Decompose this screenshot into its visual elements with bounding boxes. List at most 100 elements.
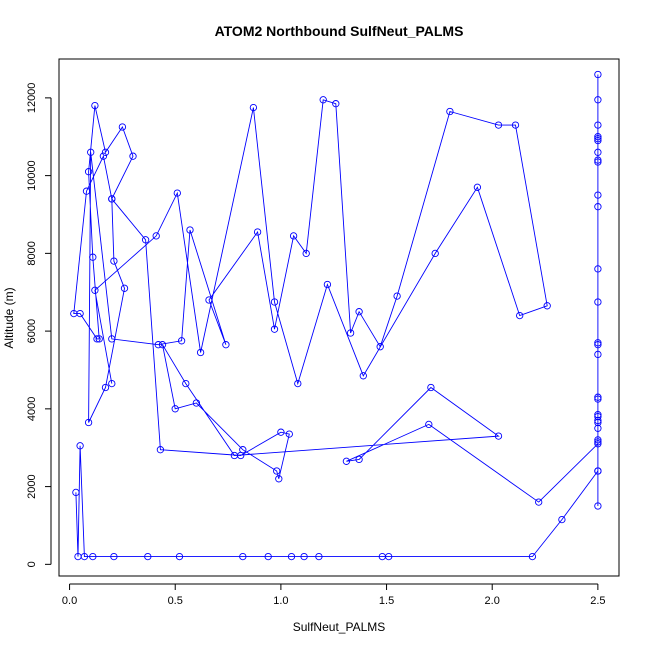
data-point xyxy=(594,416,602,425)
data-point xyxy=(594,424,602,432)
data-point xyxy=(110,257,118,265)
data-point xyxy=(270,298,279,306)
data-point xyxy=(80,552,89,561)
data-point xyxy=(237,451,245,460)
data-point xyxy=(91,286,99,294)
data-point xyxy=(72,488,80,497)
data-point xyxy=(385,552,393,561)
y-tick-label: 4000 xyxy=(26,397,38,421)
data-point xyxy=(594,502,602,510)
data-point xyxy=(355,308,363,316)
data-point xyxy=(516,311,524,320)
data-point xyxy=(275,475,283,483)
data-point xyxy=(99,152,108,160)
data-point xyxy=(270,325,279,333)
y-axis-label: Altitude (m) xyxy=(2,287,16,348)
data-point xyxy=(594,148,602,156)
data-point xyxy=(84,418,93,427)
data-point xyxy=(264,552,272,561)
data-point xyxy=(87,148,95,156)
data-point xyxy=(594,440,602,448)
data-point xyxy=(594,191,602,199)
x-axis: 0.0 0.5 1.0 1.5 2.0 2.5 xyxy=(62,583,606,607)
data-point xyxy=(101,148,110,156)
data-point xyxy=(253,228,262,236)
data-point xyxy=(511,121,520,129)
data-point xyxy=(249,103,258,112)
data-point xyxy=(342,457,351,465)
data-point xyxy=(93,335,101,343)
data-point xyxy=(120,284,129,292)
data-point xyxy=(558,515,566,524)
y-tick-label: 12000 xyxy=(26,83,38,114)
data-point xyxy=(154,341,162,349)
data-point xyxy=(110,552,118,561)
data-point xyxy=(129,152,137,160)
data-point xyxy=(294,379,302,388)
data-point xyxy=(425,420,433,429)
data-point xyxy=(359,372,367,380)
y-tick-label: 0 xyxy=(26,561,38,567)
data-point xyxy=(171,405,179,413)
data-point xyxy=(323,280,332,289)
data-point xyxy=(84,168,93,176)
data-point xyxy=(101,383,110,392)
data-point xyxy=(273,467,281,475)
data-point xyxy=(594,203,602,211)
data-point xyxy=(118,123,127,131)
plot-frame xyxy=(58,58,620,577)
data-point xyxy=(594,436,602,444)
x-tick-label: 0.5 xyxy=(168,595,183,607)
data-point xyxy=(594,96,602,104)
data-point xyxy=(158,341,167,349)
series-line xyxy=(73,74,599,558)
data-point xyxy=(222,341,230,349)
data-point xyxy=(192,399,201,407)
y-tick-label: 10000 xyxy=(26,160,38,191)
data-point xyxy=(594,418,602,427)
data-point xyxy=(76,442,84,450)
data-point xyxy=(175,552,184,561)
data-point xyxy=(594,135,602,143)
data-point xyxy=(594,339,602,347)
data-point xyxy=(108,195,116,203)
data-point xyxy=(473,183,482,191)
data-point xyxy=(594,121,602,129)
data-point xyxy=(196,348,205,357)
data-point xyxy=(89,253,97,261)
data-point xyxy=(543,302,551,310)
x-tick-label: 0.0 xyxy=(62,595,77,607)
data-point xyxy=(91,101,99,110)
data-point xyxy=(594,265,602,273)
data-point xyxy=(332,100,340,108)
data-point xyxy=(594,438,602,446)
data-point xyxy=(319,96,327,104)
data-point xyxy=(594,395,602,403)
x-tick-label: 2.0 xyxy=(485,595,500,607)
data-point xyxy=(287,552,296,561)
y-tick-label: 2000 xyxy=(26,474,38,498)
x-tick-label: 1.0 xyxy=(273,595,288,607)
data-point xyxy=(302,249,310,258)
data-point xyxy=(446,107,454,116)
data-point xyxy=(594,158,602,166)
data-point xyxy=(431,249,439,258)
data-point xyxy=(205,296,213,304)
data-point xyxy=(346,329,355,337)
data-point xyxy=(173,189,181,197)
data-point xyxy=(594,412,602,421)
y-tick-label: 8000 xyxy=(26,241,38,265)
data-point xyxy=(594,133,602,141)
data-point xyxy=(427,383,435,392)
data-point xyxy=(239,552,247,561)
data-point xyxy=(186,226,194,234)
data-point xyxy=(393,292,401,300)
data-point xyxy=(76,309,84,318)
data-point xyxy=(300,552,308,561)
data-point xyxy=(355,455,363,464)
data-point xyxy=(594,341,602,349)
data-point xyxy=(594,467,602,475)
data-point xyxy=(376,343,384,351)
data-point xyxy=(528,552,537,561)
